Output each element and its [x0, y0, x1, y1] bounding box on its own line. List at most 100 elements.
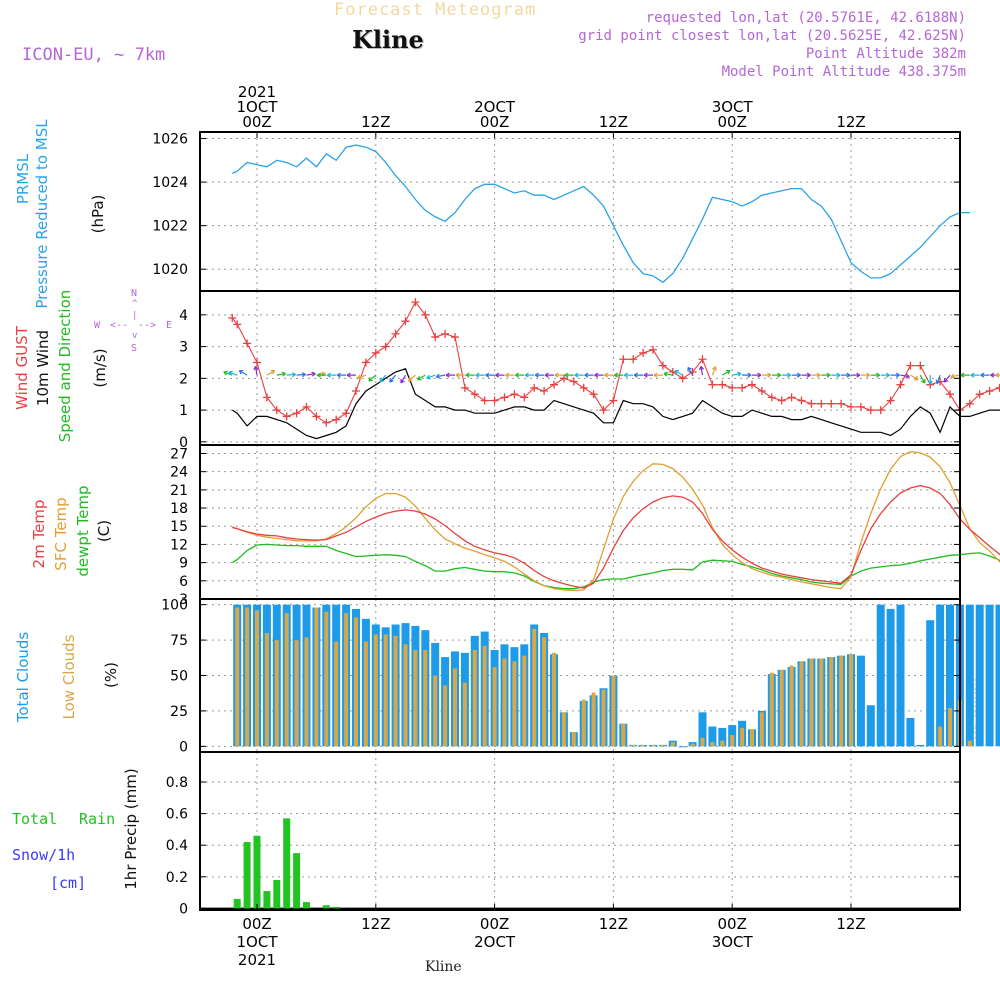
gust-marker	[500, 393, 509, 402]
gust-marker	[876, 406, 885, 415]
top-time-label: 3OCT	[712, 98, 754, 116]
wind-direction-arrow	[407, 374, 416, 382]
wind-direction-arrow	[643, 372, 653, 378]
gust-marker	[421, 310, 430, 319]
rain-bar	[263, 891, 271, 909]
snow-label: Snow/1h	[12, 846, 76, 864]
gust-marker	[797, 396, 806, 405]
low-clouds-bar	[660, 744, 665, 747]
y-tick-label: 1	[179, 403, 188, 419]
rain-bar	[273, 879, 281, 909]
rain-bar	[233, 898, 241, 909]
total-clouds-bar	[708, 726, 717, 747]
wind-direction-arrow	[266, 369, 276, 376]
wind-direction-arrow	[890, 372, 900, 378]
bottom-time-label: 00Z	[242, 915, 271, 933]
low-clouds-bar	[274, 640, 279, 747]
wind-direction-arrow	[811, 372, 821, 378]
wind-direction-arrow	[791, 372, 801, 378]
wind-direction-arrow	[400, 374, 407, 384]
y-tick-label: 100	[161, 598, 188, 614]
wind-direction-arrow	[228, 370, 238, 376]
wind-direction-arrow	[613, 372, 624, 378]
total-clouds-bar	[995, 604, 1000, 747]
wind-direction-arrow	[505, 372, 515, 378]
low-clouds-bar	[799, 661, 804, 747]
wind-direction-arrow	[633, 372, 644, 378]
gust-marker	[777, 396, 786, 405]
compass-stem: |	[132, 311, 138, 321]
total-clouds-bar	[886, 608, 895, 747]
wind-direction-arrow	[851, 372, 861, 378]
rain-total-label: Total	[12, 810, 58, 828]
gust-marker	[847, 402, 855, 411]
low-clouds-bar	[789, 665, 794, 747]
rain-bar	[243, 842, 251, 909]
dewpt-line	[231, 543, 1000, 590]
gust-marker	[530, 383, 539, 392]
wind-direction-arrow	[761, 372, 772, 378]
bottom-time-label: 2021	[238, 951, 276, 969]
gust-marker	[609, 396, 618, 405]
point-altitude: Point Altitude 382m	[805, 46, 966, 62]
low-clouds-bar	[651, 744, 655, 747]
wind-direction-arrow	[238, 369, 248, 376]
rain-bar	[283, 818, 291, 909]
low-clouds-bar	[641, 744, 646, 747]
wind-direction-arrow	[346, 372, 356, 378]
y-tick-label: 2	[179, 371, 188, 387]
top-time-label: 12Z	[599, 113, 628, 131]
low-clouds-bar	[363, 641, 368, 747]
compass-icon: N ^ | W <-- --> E v S	[88, 288, 178, 358]
total-clouds-bar	[718, 727, 727, 747]
low-clouds-bar	[235, 607, 240, 747]
low-clouds-bar	[314, 607, 319, 747]
gust-marker	[658, 361, 667, 370]
low-clouds-bar	[403, 644, 408, 747]
bottom-time-label: 00Z	[718, 915, 747, 933]
y-tick-label: 0.8	[166, 775, 188, 791]
low-clouds-bar	[581, 699, 586, 747]
gust-marker	[272, 406, 281, 415]
gust-marker	[827, 399, 836, 408]
low-clouds-bar	[294, 640, 299, 747]
gust-marker	[708, 380, 717, 389]
top-time-label: 00Z	[242, 113, 271, 131]
low-clouds-bar	[522, 655, 527, 747]
wind-direction-arrow	[742, 372, 752, 378]
total-clouds-bar	[975, 604, 984, 747]
total-clouds-bar	[876, 604, 885, 747]
gust-marker	[391, 329, 400, 338]
top-time-label: 2OCT	[474, 98, 516, 116]
wind-direction-arrow	[574, 372, 584, 378]
rain-bar	[322, 905, 330, 909]
wind-direction-arrow	[821, 372, 831, 378]
y-tick-label: 9	[179, 556, 188, 572]
y-tick-label: 1024	[152, 175, 188, 191]
wind-direction-arrow	[721, 369, 731, 376]
total-clouds-bar	[985, 604, 994, 747]
gust-marker	[975, 390, 984, 399]
low-clouds-bar	[849, 654, 853, 747]
gust-marker	[728, 383, 737, 392]
gust-marker	[589, 390, 598, 399]
gust-marker	[441, 329, 450, 338]
low-clouds-bar	[730, 735, 735, 747]
y-tick-label: 0.2	[166, 870, 188, 886]
wind-direction-arrow	[980, 372, 990, 378]
wind-direction-arrow	[995, 372, 1000, 378]
total-clouds-bar	[936, 604, 945, 747]
model-altitude: Model Point Altitude 438.375m	[721, 64, 966, 80]
y-tick-label: 21	[170, 483, 188, 499]
low-clouds-bar	[601, 689, 606, 747]
compass-w: W	[94, 320, 101, 331]
y-tick-label: 0.4	[166, 838, 188, 854]
wind-direction-arrow	[455, 372, 465, 378]
wind-direction-arrow	[514, 372, 525, 378]
gust-marker	[767, 393, 776, 402]
rain-label: Rain	[79, 810, 116, 828]
y-tick-label: 3	[179, 592, 188, 608]
wind-direction-arrow	[604, 372, 614, 378]
wind-direction-arrow	[919, 374, 926, 384]
gust-marker	[520, 393, 529, 402]
